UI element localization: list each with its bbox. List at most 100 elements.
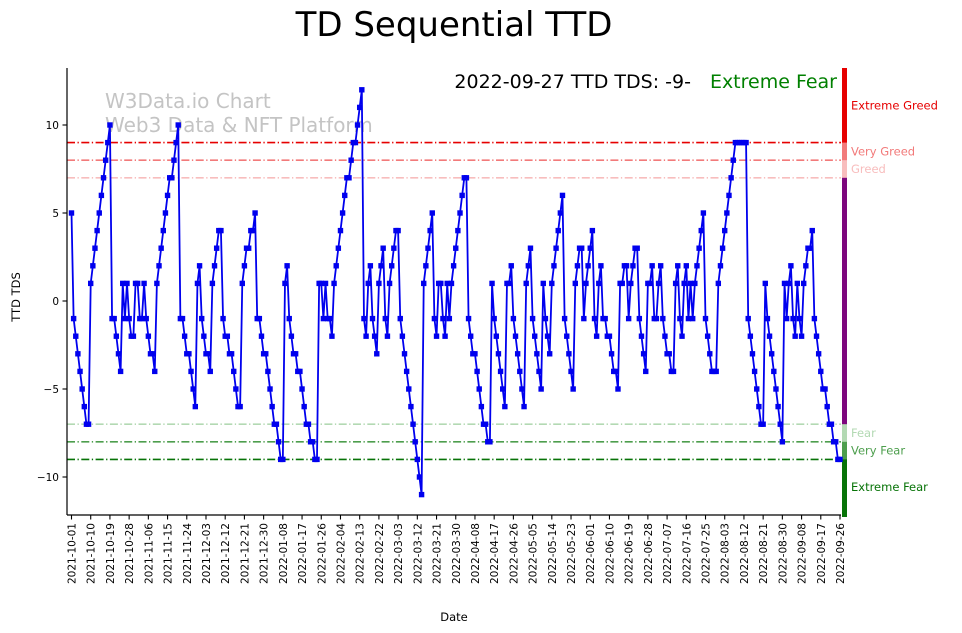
x-tick-label: 2021-12-12 [220, 523, 232, 584]
data-point [606, 333, 613, 339]
data-point [525, 263, 532, 269]
data-point [717, 263, 724, 269]
data-point [514, 351, 521, 357]
data-point [120, 280, 126, 287]
data-point [788, 263, 794, 269]
data-point [662, 333, 668, 339]
data-point [564, 333, 570, 339]
data-point [455, 227, 461, 234]
data-point [194, 280, 201, 287]
data-point [115, 351, 122, 357]
y-tick-label: −5 [44, 384, 59, 396]
data-point [363, 333, 369, 339]
data-point [675, 263, 681, 269]
data-point [228, 351, 235, 357]
x-tick-label: 2022-09-17 [816, 523, 828, 584]
x-tick-label: 2022-02-22 [374, 523, 386, 584]
data-point [786, 280, 792, 287]
data-point [566, 351, 572, 357]
data-point [790, 315, 796, 322]
data-point [382, 315, 388, 322]
x-tick-label: 2021-11-15 [163, 523, 175, 584]
data-point [657, 263, 664, 269]
data-point [252, 210, 258, 216]
data-point [818, 368, 824, 375]
data-point [809, 227, 815, 234]
data-point [467, 333, 474, 339]
zone-label-very-fear: Very Fear [851, 444, 905, 458]
data-point [559, 192, 566, 199]
zone-label-fear: Fear [851, 426, 876, 440]
x-tick-label: 2022-01-08 [278, 523, 290, 584]
data-point [653, 315, 660, 322]
data-point [327, 315, 333, 322]
data-point [440, 315, 446, 322]
x-tick-label: 2022-03-30 [451, 523, 463, 584]
status-annotation: 2022-09-27 TTD TDS: -9- Extreme Fear [454, 71, 837, 93]
data-point [335, 245, 342, 251]
data-point [796, 315, 803, 322]
data-point [365, 280, 371, 287]
data-point [273, 421, 280, 427]
data-point [523, 280, 529, 287]
x-tick-label: 2021-10-28 [124, 523, 136, 584]
data-point [538, 386, 544, 392]
data-point [75, 351, 81, 357]
data-point [751, 368, 758, 375]
data-point [766, 333, 773, 339]
data-point [568, 368, 574, 375]
data-point [692, 280, 698, 287]
data-point [143, 315, 149, 322]
data-point [286, 315, 292, 322]
data-point [297, 368, 303, 375]
data-point [239, 280, 245, 287]
data-point [329, 333, 335, 339]
x-tick-label: 2021-10-01 [67, 523, 79, 584]
data-point [625, 315, 632, 322]
data-point [113, 333, 120, 339]
data-point [813, 333, 820, 339]
data-point [512, 333, 519, 339]
data-point [410, 421, 416, 427]
data-point [636, 315, 643, 322]
data-point [102, 157, 109, 163]
data-point [747, 333, 754, 339]
data-point [722, 227, 728, 234]
x-tick-label: 2022-04-08 [470, 523, 482, 584]
data-point [608, 351, 615, 357]
x-tick-label: 2021-11-06 [143, 523, 155, 584]
x-tick-label: 2022-02-04 [335, 523, 347, 584]
data-point [73, 333, 79, 339]
data-point [369, 315, 376, 322]
data-point [704, 333, 711, 339]
data-point [337, 227, 344, 234]
data-point [783, 315, 790, 322]
data-point [598, 263, 604, 269]
data-point [399, 333, 406, 339]
data-point [314, 456, 320, 463]
data-point [815, 351, 822, 357]
data-point [401, 351, 408, 357]
data-point [690, 315, 696, 322]
zone-label-extreme-fear: Extreme Fear [851, 480, 928, 494]
data-point [570, 386, 576, 392]
data-point [450, 263, 457, 269]
data-point [707, 351, 713, 357]
data-point [79, 386, 85, 392]
data-point [359, 87, 365, 93]
data-point [414, 456, 421, 463]
data-point [510, 315, 517, 322]
data-point [280, 456, 286, 463]
data-point [521, 403, 527, 410]
data-point [88, 280, 94, 287]
data-point [493, 333, 500, 339]
data-point [105, 139, 111, 146]
data-point [544, 333, 551, 339]
data-point [643, 368, 649, 375]
data-point [557, 210, 564, 216]
data-point [284, 263, 290, 269]
data-point [489, 280, 495, 287]
data-point [581, 315, 587, 322]
data-point [694, 263, 700, 269]
data-point [371, 333, 378, 339]
